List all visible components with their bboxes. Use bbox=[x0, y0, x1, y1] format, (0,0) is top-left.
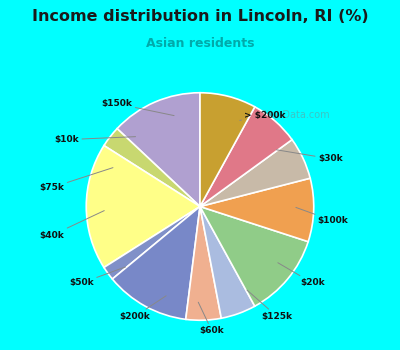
Text: $40k: $40k bbox=[40, 211, 104, 240]
Text: > $200k: > $200k bbox=[240, 111, 286, 120]
Text: $10k: $10k bbox=[54, 135, 136, 144]
Text: $200k: $200k bbox=[120, 296, 166, 321]
Wedge shape bbox=[200, 93, 255, 206]
Text: $75k: $75k bbox=[40, 168, 113, 192]
Wedge shape bbox=[200, 206, 308, 306]
Wedge shape bbox=[104, 129, 200, 206]
Text: $20k: $20k bbox=[278, 263, 325, 287]
Wedge shape bbox=[200, 206, 255, 318]
Wedge shape bbox=[104, 206, 200, 279]
Text: $125k: $125k bbox=[247, 290, 292, 321]
Wedge shape bbox=[186, 206, 221, 320]
Text: $60k: $60k bbox=[198, 302, 224, 335]
Text: $30k: $30k bbox=[276, 150, 342, 163]
Text: Asian residents: Asian residents bbox=[146, 37, 254, 50]
Text: © City-Data.com: © City-Data.com bbox=[247, 110, 329, 120]
Wedge shape bbox=[112, 206, 200, 319]
Wedge shape bbox=[117, 93, 200, 206]
Text: $150k: $150k bbox=[102, 99, 174, 116]
Text: $100k: $100k bbox=[296, 208, 348, 225]
Wedge shape bbox=[200, 178, 314, 242]
Text: $50k: $50k bbox=[69, 267, 126, 287]
Wedge shape bbox=[200, 107, 292, 206]
Wedge shape bbox=[200, 140, 310, 206]
Wedge shape bbox=[86, 146, 200, 267]
Text: Income distribution in Lincoln, RI (%): Income distribution in Lincoln, RI (%) bbox=[32, 9, 368, 24]
